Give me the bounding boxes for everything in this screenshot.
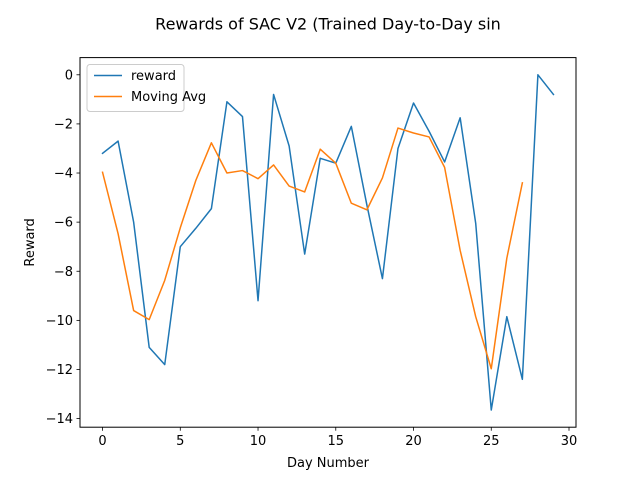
legend-label-reward: reward	[131, 69, 176, 84]
legend: reward Moving Avg	[86, 64, 206, 112]
y-axis-label: Reward	[23, 218, 38, 266]
x-tick-label: 5	[176, 434, 184, 449]
y-tick-label: −6	[54, 216, 73, 231]
x-tick-label: 20	[405, 434, 422, 449]
plot-area	[101, 74, 555, 411]
x-axis-label: Day Number	[287, 456, 370, 471]
y-tick-label: −14	[46, 412, 73, 427]
y-tick-label: −10	[46, 314, 73, 329]
x-tick-label: 10	[250, 434, 267, 449]
y-tick-label: 0	[65, 68, 73, 83]
series-line-reward	[101, 74, 555, 411]
axis-ticks: 0 5 10 15 20 25 30 0 −2 −4 −6 −8 −10 −12 −14	[46, 68, 578, 449]
x-tick-label: 30	[561, 434, 578, 449]
chart-title: Rewards of SAC V2 (Trained Day-to-Day si…	[155, 15, 501, 34]
y-tick-label: −4	[54, 167, 73, 182]
x-tick-label: 15	[328, 434, 345, 449]
x-tick-label: 25	[483, 434, 500, 449]
x-tick-label: 0	[98, 434, 106, 449]
axes-frame	[79, 57, 577, 428]
legend-label-moving-avg: Moving Avg	[131, 90, 206, 105]
y-tick-label: −8	[54, 265, 73, 280]
y-tick-label: −2	[54, 117, 73, 132]
series-line-moving-avg	[101, 127, 524, 370]
y-tick-label: −12	[46, 363, 73, 378]
